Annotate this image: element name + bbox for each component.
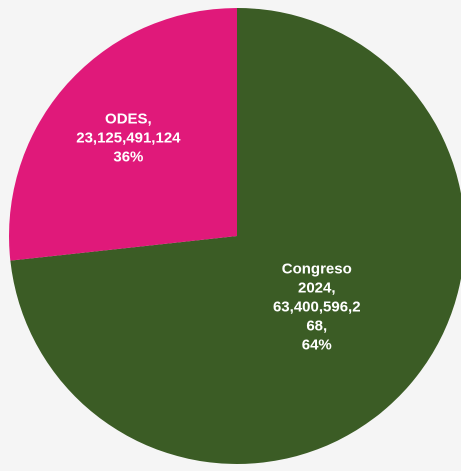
data-label-congreso-2024: Congreso 2024, 63,400,596,2 68, 64% bbox=[273, 261, 361, 354]
data-label-line: 64% bbox=[302, 337, 332, 354]
pie-slice-congreso-2024 bbox=[10, 8, 461, 464]
data-label-line: Congreso bbox=[282, 261, 352, 278]
pie-data-labels: Congreso 2024, 63,400,596,2 68, 64% ODES, 23,1… bbox=[76, 111, 360, 354]
data-label-odes: ODES, 23,125,491,124 36% bbox=[76, 111, 181, 166]
pie-slice-odes bbox=[8, 8, 237, 261]
data-label-line: 36% bbox=[113, 149, 143, 166]
data-label-line: 23,125,491,124 bbox=[76, 130, 181, 147]
data-label-line: ODES, bbox=[105, 111, 152, 128]
data-label-line: 63,400,596,2 bbox=[273, 299, 361, 316]
data-label-line: 68, bbox=[306, 318, 327, 335]
data-label-line: 2024, bbox=[298, 280, 336, 297]
pie-slices bbox=[8, 8, 461, 464]
